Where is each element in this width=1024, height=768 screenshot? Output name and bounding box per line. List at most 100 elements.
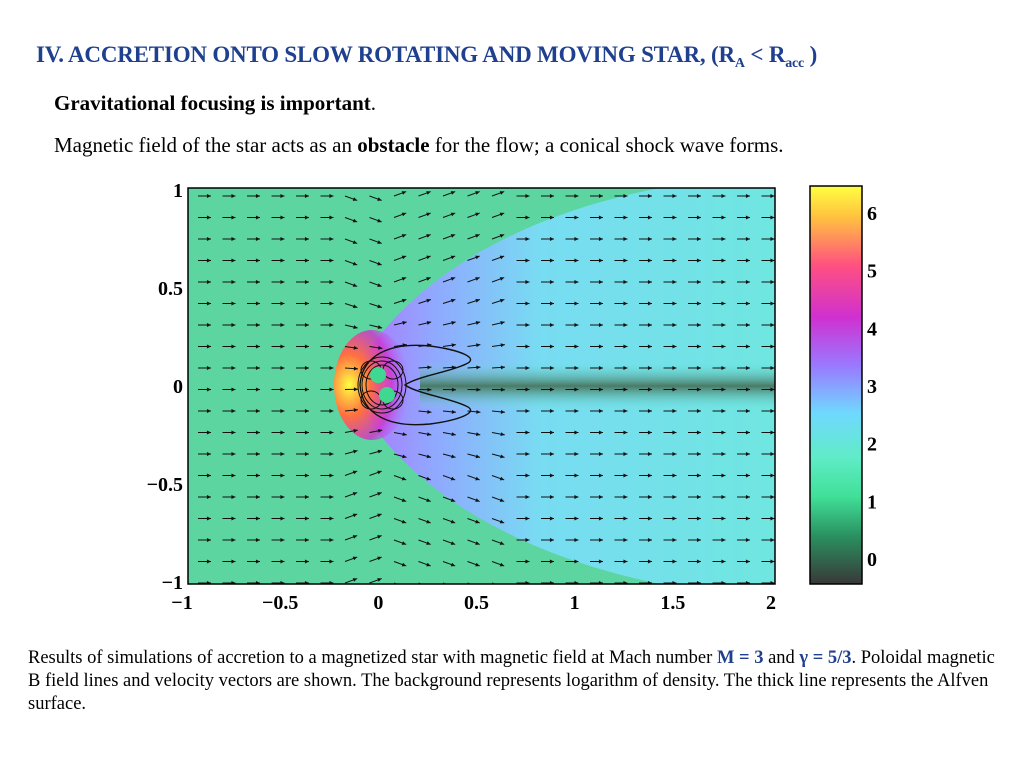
- velocity-arrow: [344, 387, 359, 392]
- velocity-arrow: [737, 473, 750, 478]
- velocity-arrow: [590, 473, 603, 478]
- velocity-arrow: [761, 301, 775, 306]
- velocity-arrow: [344, 408, 358, 413]
- velocity-arrow: [663, 387, 677, 392]
- velocity-arrow: [737, 559, 750, 564]
- velocity-arrow: [271, 301, 285, 306]
- velocity-arrow: [369, 492, 382, 498]
- velocity-arrow: [737, 366, 750, 370]
- y-axis-ticks: 1 0.5 0 −0.5 −1: [147, 180, 183, 594]
- velocity-arrow: [614, 194, 628, 198]
- velocity-arrow: [565, 323, 579, 327]
- density-peak: [334, 330, 410, 440]
- velocity-arrow: [516, 344, 530, 349]
- velocity-arrow: [418, 321, 432, 326]
- velocity-arrow: [393, 539, 407, 545]
- velocity-arrow: [712, 215, 726, 220]
- velocity-arrow: [344, 324, 358, 329]
- velocity-arrow: [442, 475, 456, 481]
- y-tick-label: 0.5: [158, 278, 183, 300]
- colorbar-tick-label: 4: [867, 318, 877, 340]
- velocity-arrow: [418, 453, 432, 459]
- velocity-arrow: [761, 516, 775, 521]
- simulation-figure: −1 −0.5 0 0.5 1 1.5 2 1 0.5 0 −0.5 −1 6 5 4 3 2 1 0: [147, 180, 877, 614]
- velocity-arrow: [393, 475, 407, 481]
- velocity-arrow: [565, 387, 579, 392]
- velocity-arrow: [737, 538, 750, 542]
- velocity-arrow: [516, 301, 530, 306]
- velocity-arrow: [222, 194, 236, 198]
- velocity-arrow: [467, 496, 480, 502]
- velocity-arrow: [712, 387, 726, 392]
- velocity-arrow: [247, 258, 260, 263]
- velocity-arrow: [761, 430, 775, 435]
- velocity-arrow: [491, 561, 505, 567]
- velocity-arrow: [761, 538, 775, 542]
- velocity-arrow: [222, 366, 236, 370]
- velocity-arrow: [247, 516, 260, 521]
- velocity-arrow: [761, 344, 775, 349]
- velocity-arrow: [222, 344, 236, 349]
- velocity-arrow: [565, 194, 579, 198]
- velocity-arrow: [639, 366, 652, 370]
- velocity-arrow: [222, 430, 236, 435]
- velocity-arrow: [222, 258, 236, 263]
- velocity-arrow: [369, 470, 382, 476]
- velocity-arrow: [393, 453, 407, 459]
- velocity-arrow: [344, 535, 358, 541]
- velocity-arrow: [491, 518, 505, 524]
- velocity-arrow: [614, 301, 628, 306]
- velocity-arrow: [198, 452, 211, 456]
- velocity-arrow: [688, 301, 701, 306]
- velocity-arrow: [516, 409, 530, 413]
- velocity-arrow: [344, 281, 358, 287]
- velocity-arrow: [712, 237, 726, 241]
- velocity-arrow: [516, 538, 530, 542]
- velocity-arrow: [320, 344, 334, 349]
- velocity-arrow: [393, 191, 407, 197]
- velocity-arrow: [737, 237, 750, 241]
- velocity-arrow: [491, 212, 505, 218]
- velocity-arrow: [663, 258, 677, 263]
- x-tick-label: −0.5: [262, 592, 298, 614]
- x-tick-label: −1: [171, 592, 192, 614]
- velocity-arrow: [639, 194, 652, 198]
- velocity-arrow: [614, 237, 628, 241]
- velocity-arrow: [663, 473, 677, 478]
- velocity-arrow: [761, 280, 775, 284]
- slide-title: IV. ACCRETION ONTO SLOW ROTATING AND MOV…: [36, 42, 817, 72]
- title-main: IV. ACCRETION ONTO SLOW ROTATING AND MOV…: [36, 42, 735, 67]
- velocity-arrow: [344, 449, 358, 455]
- velocity-arrow: [442, 343, 456, 348]
- velocity-arrow: [296, 323, 309, 327]
- line2-pre: Magnetic field of the star acts as an: [54, 133, 358, 157]
- velocity-arrow: [516, 366, 530, 370]
- x-axis-ticks: −1 −0.5 0 0.5 1 1.5 2: [171, 592, 776, 614]
- velocity-arrow: [467, 212, 480, 218]
- velocity-arrow: [639, 409, 652, 413]
- velocity-arrow: [737, 301, 750, 306]
- velocity-arrow: [247, 538, 260, 542]
- x-tick-label: 0: [373, 592, 383, 614]
- velocity-arrow: [614, 215, 628, 220]
- velocity-arrow: [296, 387, 309, 392]
- velocity-arrow: [761, 194, 775, 198]
- velocity-arrow: [614, 409, 628, 413]
- velocity-arrow: [296, 344, 309, 349]
- velocity-arrow: [418, 277, 431, 283]
- velocity-arrow: [296, 452, 309, 456]
- velocity-arrow: [198, 194, 211, 198]
- velocity-arrow: [491, 191, 505, 197]
- velocity-arrow: [247, 452, 260, 456]
- colorbar-tick-label: 2: [867, 434, 877, 456]
- velocity-arrow: [565, 215, 579, 220]
- velocity-arrow: [344, 303, 358, 309]
- velocity-arrow: [344, 195, 358, 201]
- velocity-arrow: [712, 258, 726, 263]
- y-tick-label: −0.5: [147, 474, 183, 496]
- velocity-arrow: [320, 495, 334, 499]
- velocity-arrow: [663, 366, 677, 370]
- velocity-arrow: [688, 538, 701, 542]
- velocity-arrow: [590, 258, 603, 263]
- velocity-arrow: [296, 409, 309, 413]
